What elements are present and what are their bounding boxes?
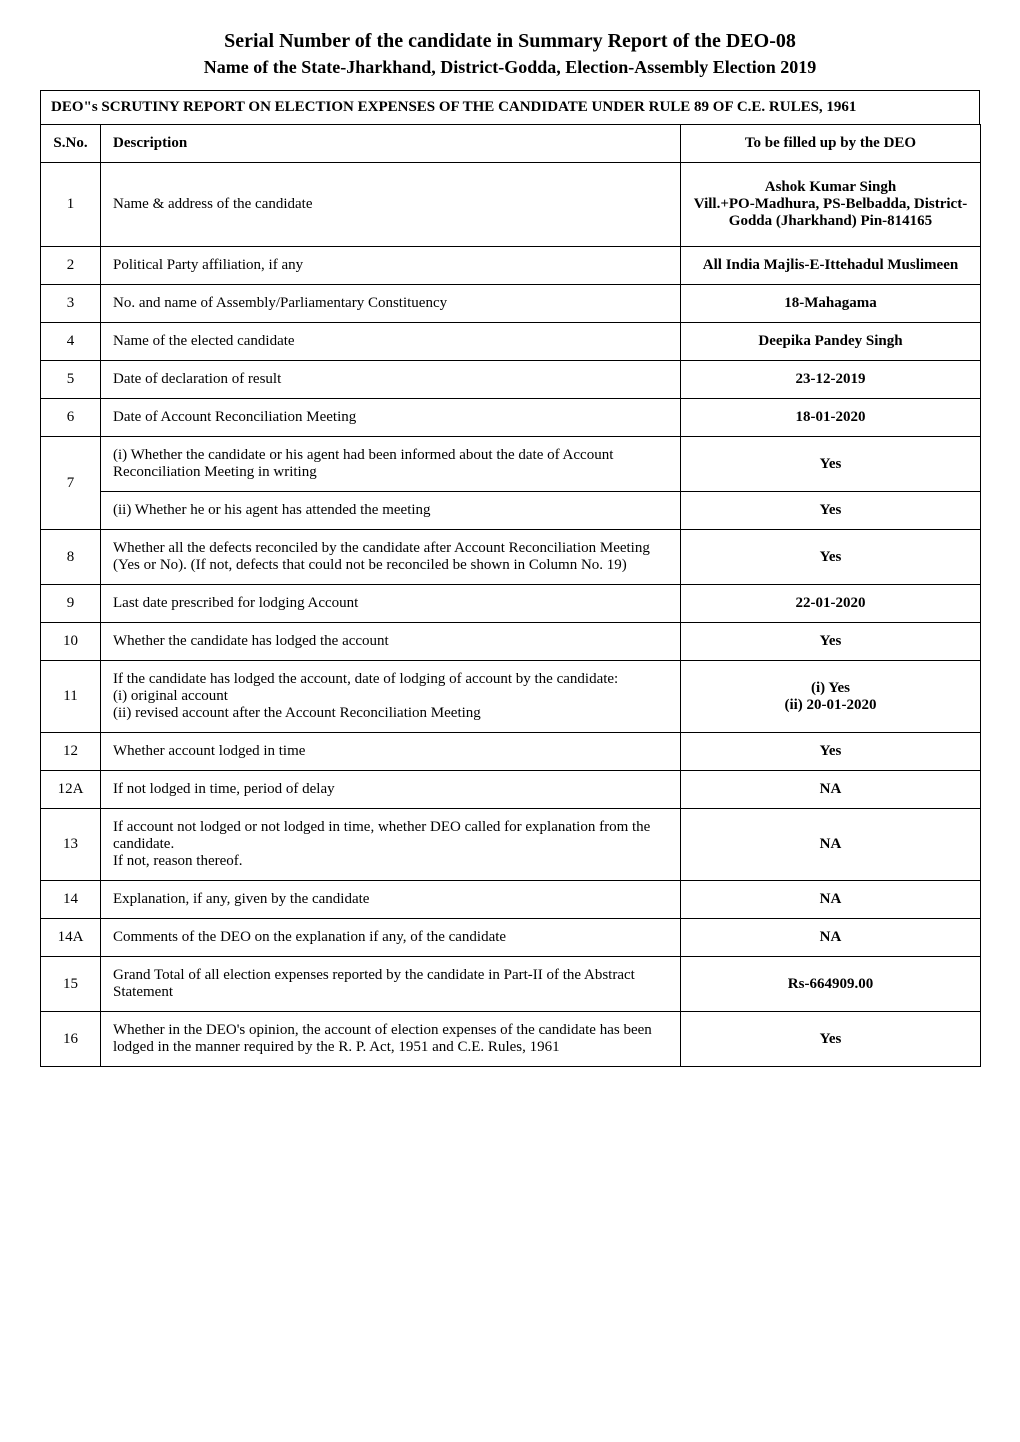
cell-value: 18-01-2020 <box>681 399 981 437</box>
cell-sno: 8 <box>41 530 101 585</box>
header-description: Description <box>101 125 681 163</box>
cell-sno: 9 <box>41 585 101 623</box>
cell-desc: Whether in the DEO's opinion, the accoun… <box>101 1012 681 1067</box>
table-row: 15 Grand Total of all election expenses … <box>41 957 981 1012</box>
cell-value: (i) Yes (ii) 20-01-2020 <box>681 661 981 733</box>
cell-desc: Date of Account Reconciliation Meeting <box>101 399 681 437</box>
cell-desc: Whether all the defects reconciled by th… <box>101 530 681 585</box>
cell-desc: Explanation, if any, given by the candid… <box>101 881 681 919</box>
cell-desc: Name of the elected candidate <box>101 323 681 361</box>
cell-value: Yes <box>681 492 981 530</box>
cell-sno: 16 <box>41 1012 101 1067</box>
table-row: 14A Comments of the DEO on the explanati… <box>41 919 981 957</box>
cell-sno: 3 <box>41 285 101 323</box>
table-row: 11 If the candidate has lodged the accou… <box>41 661 981 733</box>
report-title: DEO"s SCRUTINY REPORT ON ELECTION EXPENS… <box>40 90 980 124</box>
table-row: 9 Last date prescribed for lodging Accou… <box>41 585 981 623</box>
cell-desc: Date of declaration of result <box>101 361 681 399</box>
table-row: 12 Whether account lodged in time Yes <box>41 733 981 771</box>
cell-sno: 1 <box>41 163 101 247</box>
cell-value: Ashok Kumar Singh Vill.+PO-Madhura, PS-B… <box>681 163 981 247</box>
cell-sno: 12 <box>41 733 101 771</box>
cell-sno: 10 <box>41 623 101 661</box>
cell-desc: Whether account lodged in time <box>101 733 681 771</box>
cell-sno: 15 <box>41 957 101 1012</box>
cell-desc: Last date prescribed for lodging Account <box>101 585 681 623</box>
cell-value: All India Majlis-E-Ittehadul Muslimeen <box>681 247 981 285</box>
cell-value: Deepika Pandey Singh <box>681 323 981 361</box>
cell-desc: Grand Total of all election expenses rep… <box>101 957 681 1012</box>
cell-value: Yes <box>681 623 981 661</box>
cell-desc: No. and name of Assembly/Parliamentary C… <box>101 285 681 323</box>
cell-value: Yes <box>681 437 981 492</box>
table-row: 1 Name & address of the candidate Ashok … <box>41 163 981 247</box>
page-subtitle: Name of the State-Jharkhand, District-Go… <box>40 57 980 78</box>
cell-value: 22-01-2020 <box>681 585 981 623</box>
table-row: 5 Date of declaration of result 23-12-20… <box>41 361 981 399</box>
cell-sno: 4 <box>41 323 101 361</box>
cell-value: 18-Mahagama <box>681 285 981 323</box>
cell-value: Yes <box>681 1012 981 1067</box>
cell-sno: 14 <box>41 881 101 919</box>
header-sno: S.No. <box>41 125 101 163</box>
cell-value: NA <box>681 919 981 957</box>
cell-sno: 7 <box>41 437 101 530</box>
cell-desc: (ii) Whether he or his agent has attende… <box>101 492 681 530</box>
cell-sno: 12A <box>41 771 101 809</box>
table-header-row: S.No. Description To be filled up by the… <box>41 125 981 163</box>
cell-desc: Comments of the DEO on the explanation i… <box>101 919 681 957</box>
table-row: 8 Whether all the defects reconciled by … <box>41 530 981 585</box>
cell-desc: If not lodged in time, period of delay <box>101 771 681 809</box>
cell-sno: 13 <box>41 809 101 881</box>
table-row: 7 (i) Whether the candidate or his agent… <box>41 437 981 492</box>
cell-value: Yes <box>681 733 981 771</box>
table-row: 2 Political Party affiliation, if any Al… <box>41 247 981 285</box>
cell-sno: 2 <box>41 247 101 285</box>
table-row: 13 If account not lodged or not lodged i… <box>41 809 981 881</box>
cell-desc: Political Party affiliation, if any <box>101 247 681 285</box>
cell-value: NA <box>681 881 981 919</box>
cell-sno: 6 <box>41 399 101 437</box>
cell-value: 23-12-2019 <box>681 361 981 399</box>
cell-sno: 14A <box>41 919 101 957</box>
scrutiny-table: S.No. Description To be filled up by the… <box>40 124 981 1067</box>
cell-sno: 11 <box>41 661 101 733</box>
cell-value: Rs-664909.00 <box>681 957 981 1012</box>
table-row: 16 Whether in the DEO's opinion, the acc… <box>41 1012 981 1067</box>
table-row: 4 Name of the elected candidate Deepika … <box>41 323 981 361</box>
table-row: 3 No. and name of Assembly/Parliamentary… <box>41 285 981 323</box>
cell-value: NA <box>681 771 981 809</box>
table-row: 14 Explanation, if any, given by the can… <box>41 881 981 919</box>
page-title: Serial Number of the candidate in Summar… <box>40 30 980 53</box>
cell-desc: If account not lodged or not lodged in t… <box>101 809 681 881</box>
cell-value: Yes <box>681 530 981 585</box>
table-row: 12A If not lodged in time, period of del… <box>41 771 981 809</box>
cell-desc: If the candidate has lodged the account,… <box>101 661 681 733</box>
cell-value: NA <box>681 809 981 881</box>
table-row: 10 Whether the candidate has lodged the … <box>41 623 981 661</box>
cell-desc: (i) Whether the candidate or his agent h… <box>101 437 681 492</box>
table-row: 6 Date of Account Reconciliation Meeting… <box>41 399 981 437</box>
table-row: (ii) Whether he or his agent has attende… <box>41 492 981 530</box>
cell-sno: 5 <box>41 361 101 399</box>
cell-desc: Whether the candidate has lodged the acc… <box>101 623 681 661</box>
cell-desc: Name & address of the candidate <box>101 163 681 247</box>
header-deo: To be filled up by the DEO <box>681 125 981 163</box>
